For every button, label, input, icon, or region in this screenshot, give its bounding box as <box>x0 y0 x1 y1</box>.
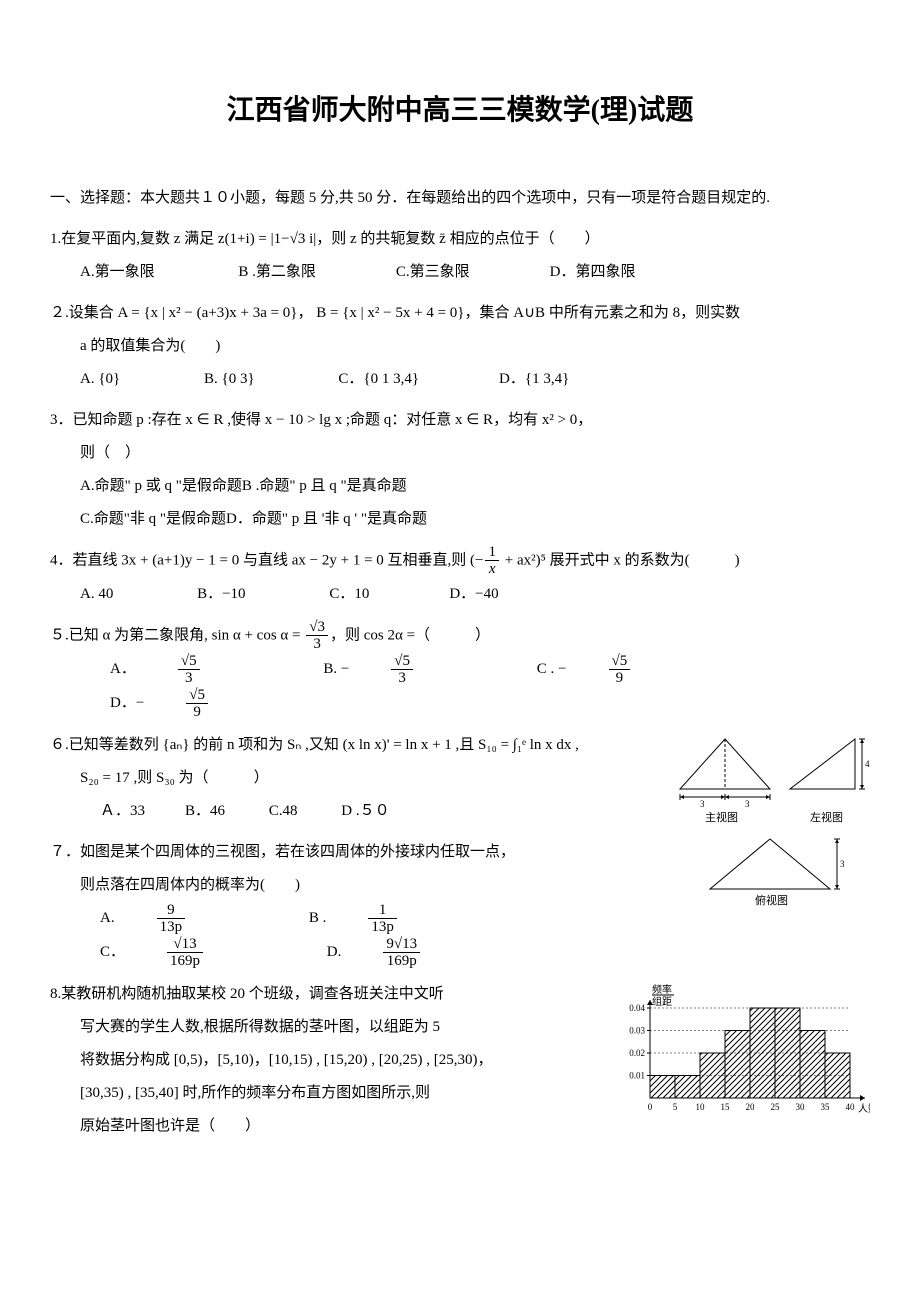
q4-text: 4．若直线 3x + (a+1)y − 1 = 0 与直线 ax − 2y + … <box>50 544 870 578</box>
question-1: 1.在复平面内,复数 z 满足 z(1+i) = |1−√3 i|，则 z 的共… <box>50 223 870 289</box>
q1-option-d: D．第四象限 <box>550 256 636 289</box>
q3-option-a: A.命题" p 或 q "是假命题 <box>80 478 242 494</box>
q4-option-a: A. 40 <box>80 578 113 611</box>
q7-text1: ７．如图是某个四周体的三视图，若在该四周体的外接球内任取一点， <box>50 836 870 869</box>
q5-option-c: C . −√59 <box>537 653 710 687</box>
q2-option-d: D．{1 3,4} <box>499 363 569 396</box>
q5-text-post: ，则 cos 2α =（ ） <box>330 627 490 643</box>
q8-text4: [30,35) , [35,40] 时,所作的频率分布直方图如图所示,则 <box>50 1077 870 1110</box>
q8-text1: 8.某教研机构随机抽取某校 20 个班级，调查各班关注中文听 <box>50 978 870 1011</box>
q7-option-c: C．√13169p <box>100 936 283 970</box>
section-header: 一、选择题：本大题共１０小题，每题 5 分,共 50 分．在每题给出的四个选项中… <box>50 182 870 215</box>
q7-option-b: B . 113p <box>309 902 477 936</box>
q2-text1: ２.设集合 A = {x | x² − (a+3)x + 3a = 0}， B … <box>50 297 870 330</box>
question-4: 4．若直线 3x + (a+1)y − 1 = 0 与直线 ax − 2y + … <box>50 544 870 611</box>
q4-option-d: D．−40 <box>449 578 498 611</box>
q8-text2: 写大赛的学生人数,根据所得数据的茎叶图，以组距为 5 <box>50 1011 870 1044</box>
q2-option-b: B. {0 3} <box>204 363 255 396</box>
q1-option-c: C.第三象限 <box>396 256 470 289</box>
q8-text3: 将数据分构成 [0,5)，[5,10)，[10,15) , [15,20) , … <box>50 1044 870 1077</box>
q6-text2: S₂₀ = 17 ,则 S₃₀ 为（ ） <box>50 762 870 795</box>
q3-text2: 则（ ） <box>50 437 870 470</box>
q8-text5: 原始茎叶图也许是（ ） <box>50 1110 870 1143</box>
q7-option-a: A. 913p <box>100 902 265 936</box>
q5-text: ５.已知 α 为第二象限角, sin α + cos α = √33，则 cos… <box>50 619 870 653</box>
q6-option-a: Ａ．33 <box>100 795 145 828</box>
q1-option-b: B .第二象限 <box>238 256 316 289</box>
question-2: ２.设集合 A = {x | x² − (a+3)x + 3a = 0}， B … <box>50 297 870 396</box>
q6-text1: ６.已知等差数列 {aₙ} 的前 n 项和为 Sₙ ,又知 (x ln x)' … <box>50 729 870 762</box>
q3-option-c: C.命题"非 q "是假命题 <box>80 511 226 527</box>
q6-option-b: B．46 <box>185 795 225 828</box>
q6-option-d: D .５０ <box>341 795 389 828</box>
q6-option-c: C.48 <box>269 795 298 828</box>
question-6: ６.已知等差数列 {aₙ} 的前 n 项和为 Sₙ ,又知 (x ln x)' … <box>50 729 870 828</box>
q5-option-a: A．√53 <box>110 653 280 687</box>
q5-frac-num: √3 <box>306 619 328 637</box>
q5-option-d: D．−√59 <box>110 687 288 721</box>
q5-option-b: B. −√53 <box>323 653 493 687</box>
question-8: 8.某教研机构随机抽取某校 20 个班级，调查各班关注中文听 写大赛的学生人数,… <box>50 978 870 1143</box>
q4-option-b: B．−10 <box>197 578 245 611</box>
q4-text-pre: 4．若直线 3x + (a+1)y − 1 = 0 与直线 ax − 2y + … <box>50 552 483 568</box>
q4-option-c: C．10 <box>329 578 369 611</box>
q2-text2: a 的取值集合为( ) <box>50 330 870 363</box>
page-title: 江西省师大附中高三三模数学(理)试题 <box>50 80 870 142</box>
q3-text1: 3．已知命题 p :存在 x ∈ R ,使得 x − 10 > lg x ;命题… <box>50 404 870 437</box>
question-5: ５.已知 α 为第二象限角, sin α + cos α = √33，则 cos… <box>50 619 870 721</box>
q1-option-a: A.第一象限 <box>80 256 155 289</box>
q2-option-c: C．{0 1 3,4} <box>338 363 419 396</box>
q3-option-b: B .命题" p 且 q "是真命题 <box>242 478 407 494</box>
question-3: 3．已知命题 p :存在 x ∈ R ,使得 x − 10 > lg x ;命题… <box>50 404 870 536</box>
question-7: ７．如图是某个四周体的三视图，若在该四周体的外接球内任取一点， 则点落在四周体内… <box>50 836 870 970</box>
q7-option-d: D. 9√13169p <box>327 936 500 970</box>
q3-option-d: D．命题" p 且 '非 q ' "是真命题 <box>226 511 427 527</box>
q2-option-a: A. {0} <box>80 363 120 396</box>
q5-frac-den: 3 <box>306 636 328 653</box>
q5-text-pre: ５.已知 α 为第二象限角, sin α + cos α = <box>50 627 304 643</box>
q1-text: 1.在复平面内,复数 z 满足 z(1+i) = |1−√3 i|，则 z 的共… <box>50 223 870 256</box>
q4-text-post: + ax²)⁵ 展开式中 x 的系数为( ) <box>501 552 740 568</box>
q7-text2: 则点落在四周体内的概率为( ) <box>50 869 870 902</box>
